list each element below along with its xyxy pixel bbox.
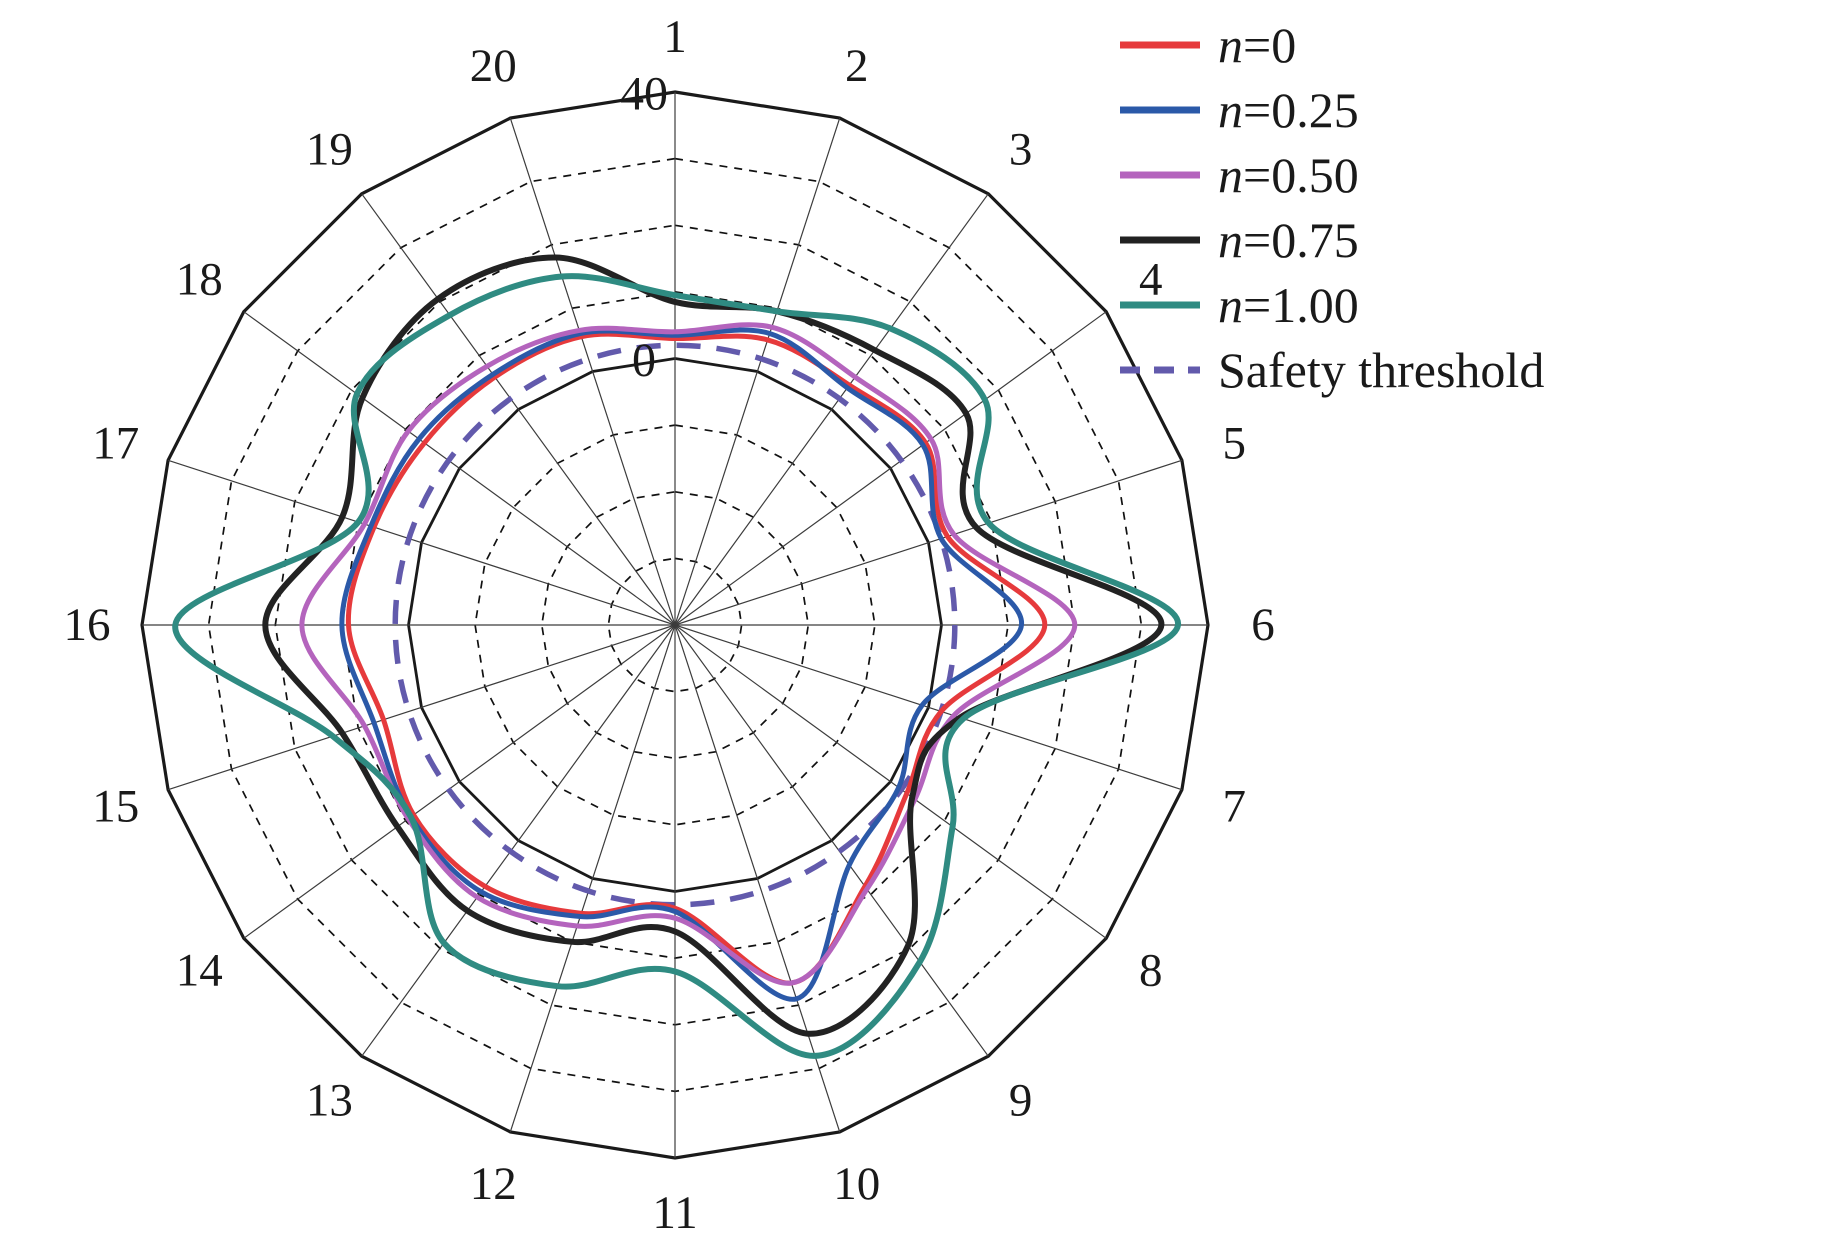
grid-spoke-20 [509,117,676,626]
legend-label-n-100: n=1.00 [1218,276,1359,333]
spoke-label-19: 19 [306,123,353,175]
spoke-label-15: 15 [92,781,139,833]
legend-label-safety-threshold: Safety threshold [1218,341,1545,398]
safety-threshold-line [392,342,958,908]
legend-item-n-025: n=0.25 [1118,77,1544,142]
grid-spoke-8 [674,624,1107,939]
grid-spoke-18 [243,311,676,626]
series-line-n-1-00 [172,273,1181,1059]
radial-tick-label-0: 0 [632,334,656,387]
spoke-label-17: 17 [92,417,139,469]
legend-swatch-n-0-line [1120,41,1200,48]
spoke-label-7: 7 [1222,781,1246,833]
legend-swatch-n-075-line [1120,236,1200,243]
series-line-n-0-25 [339,327,1024,1002]
grid-spoke-9 [674,624,989,1057]
legend-label-n-075: n=0.75 [1218,211,1359,268]
legend-item-n-075: n=0.75 [1118,207,1544,272]
spoke-label-3: 3 [1009,123,1033,175]
radial-tick-labels: 40 0 [620,68,668,388]
spoke-label-20: 20 [470,40,517,92]
spoke-label-2: 2 [845,40,869,92]
spoke-label-9: 9 [1009,1075,1033,1127]
spoke-label-4: 4 [1139,253,1163,305]
grid-spoke-10 [674,624,841,1133]
legend-label-n-050: n=0.50 [1218,146,1359,203]
grid-spoke-14 [243,624,676,939]
series-line-n-0-50 [299,322,1078,986]
series-line-n-0-75 [262,254,1165,1037]
legend-label-n-025: n=0.25 [1218,81,1359,138]
grid-spoke-12 [509,624,676,1133]
spoke-label-11: 11 [652,1187,697,1239]
grid-ring--10 [474,424,876,826]
legend-swatch-n-100-line [1120,301,1200,308]
spoke-label-6: 6 [1251,599,1275,651]
legend-item-safety-threshold: Safety threshold [1118,337,1544,402]
spoke-label-8: 8 [1139,945,1163,997]
grid-spoke-2 [674,117,841,626]
spoke-label-12: 12 [470,1158,517,1210]
grid-spoke-17 [167,459,676,626]
spoke-label-18: 18 [176,253,223,305]
spoke-label-14: 14 [176,945,223,997]
grid-ring--20 [540,490,810,760]
grid-spoke-5 [674,459,1183,626]
spoke-label-10: 10 [833,1158,880,1210]
legend-item-n-100: n=1.00 [1118,272,1544,337]
grid-spoke-3 [674,193,989,626]
legend-swatch-n-050-line [1120,171,1200,178]
grid-spoke-7 [674,624,1183,791]
legend: n=0 n=0.25 n=0.50 n=0.75 n=1.00 Safety t… [1118,12,1544,402]
legend-item-n-0: n=0 [1118,12,1544,77]
grid-spoke-13 [361,624,676,1057]
grid-spoke-4 [674,311,1107,626]
legend-swatch-n-025-line [1120,106,1200,113]
polar-grid [140,90,1210,1160]
legend-label-n-0: n=0 [1218,16,1297,73]
grid-spoke-15 [167,624,676,791]
series-line-n-0 [345,331,1048,986]
grid-spoke-19 [361,193,676,626]
legend-swatch-safety-threshold-line [1120,366,1200,373]
radial-tick-label-40: 40 [620,68,668,121]
spoke-label-16: 16 [64,599,111,651]
grid-ring--30 [607,557,743,693]
legend-item-n-050: n=0.50 [1118,142,1544,207]
spoke-label-1: 1 [663,11,687,63]
spoke-label-5: 5 [1222,417,1246,469]
spoke-label-13: 13 [306,1075,353,1127]
